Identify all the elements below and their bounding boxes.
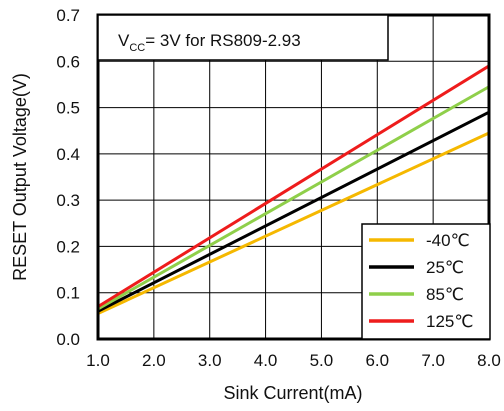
annotation-subscript: CC xyxy=(129,42,145,54)
y-tick-labels: 0.0 0.1 0.2 0.3 0.4 0.5 0.6 0.7 xyxy=(56,6,80,349)
x-tick-labels: 1.0 2.0 3.0 4.0 5.0 6.0 7.0 8.0 xyxy=(86,351,501,370)
legend: -40℃ 25℃ 85℃ 125℃ xyxy=(361,223,491,340)
y-tick-label: 0.7 xyxy=(56,6,80,25)
y-tick-label: 0.2 xyxy=(56,237,80,256)
y-tick-label: 0.1 xyxy=(56,284,80,303)
x-tick-label: 3.0 xyxy=(198,351,222,370)
annotation-suffix: = 3V for RS809-2.93 xyxy=(145,31,300,50)
series-lines xyxy=(97,64,490,315)
legend-label: 125℃ xyxy=(426,312,473,331)
annotation-prefix: V xyxy=(118,31,130,50)
annotation-box: VCC= 3V for RS809-2.93 xyxy=(97,14,389,61)
series-line xyxy=(97,64,490,308)
series-line xyxy=(97,110,490,313)
x-tick-label: 2.0 xyxy=(142,351,166,370)
y-tick-label: 0.3 xyxy=(56,191,80,210)
y-tick-label: 0.5 xyxy=(56,99,80,118)
legend-label: 85℃ xyxy=(426,285,464,304)
legend-label: -40℃ xyxy=(426,231,470,250)
series-line xyxy=(97,131,490,315)
y-tick-label: 0.6 xyxy=(56,52,80,71)
x-tick-label: 5.0 xyxy=(310,351,334,370)
x-tick-label: 6.0 xyxy=(365,351,389,370)
x-tick-label: 4.0 xyxy=(254,351,278,370)
x-tick-label: 8.0 xyxy=(477,351,501,370)
y-tick-label: 0.4 xyxy=(56,145,80,164)
x-tick-label: 1.0 xyxy=(86,351,110,370)
x-axis-label: Sink Current(mA) xyxy=(223,383,362,403)
x-tick-label: 7.0 xyxy=(421,351,445,370)
y-axis-label: RESET Output Voltage(V) xyxy=(10,73,30,281)
y-tick-label: 0.0 xyxy=(56,330,80,349)
legend-label: 25℃ xyxy=(426,258,464,277)
annotation-frame xyxy=(97,14,389,61)
annotation-text: VCC= 3V for RS809-2.93 xyxy=(118,31,301,54)
series-line xyxy=(97,85,490,311)
